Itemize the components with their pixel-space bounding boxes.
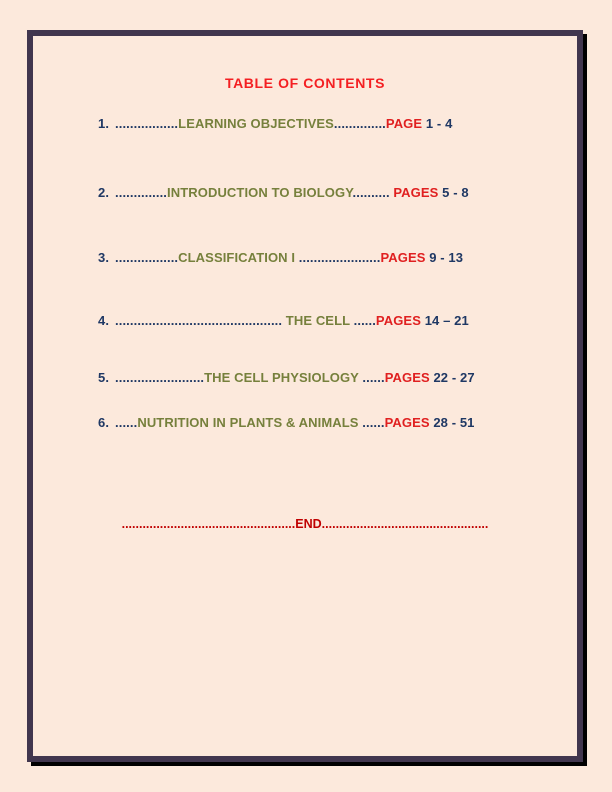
toc-entry: 1. .................LEARNING OBJECTIVES..… bbox=[98, 116, 577, 132]
entry-page-label: PAGES bbox=[384, 370, 430, 385]
end-leading-dots: ........................................… bbox=[121, 517, 296, 531]
entry-topic: THE CELL bbox=[282, 313, 354, 328]
entry-number: 5. bbox=[98, 370, 110, 385]
entry-page-range: 5 - 8 bbox=[438, 185, 469, 200]
entry-topic: CLASSIFICATION I bbox=[178, 250, 299, 265]
entry-leading-dots: ................. bbox=[115, 116, 179, 131]
entry-trailing-dots: ...... bbox=[362, 415, 385, 430]
end-marker: ........................................… bbox=[33, 516, 577, 532]
end-trailing-dots: ........................................… bbox=[321, 517, 489, 531]
entry-topic: LEARNING OBJECTIVES bbox=[178, 116, 334, 131]
page-title: TABLE OF CONTENTS bbox=[224, 75, 386, 91]
entry-trailing-dots: ...... bbox=[362, 370, 385, 385]
entry-page-label: PAGES bbox=[393, 185, 439, 200]
entry-number: 4. bbox=[98, 313, 110, 328]
entry-topic: NUTRITION IN PLANTS & ANIMALS bbox=[137, 415, 363, 430]
toc-entry: 4.......................................… bbox=[98, 313, 577, 329]
toc-entry: 5. ........................THE CELL PHYSI… bbox=[98, 370, 577, 386]
entry-page-range: 22 - 27 bbox=[429, 370, 475, 385]
entry-topic: THE CELL PHYSIOLOGY bbox=[204, 370, 363, 385]
entry-trailing-dots: .......... bbox=[352, 185, 394, 200]
entry-page-range: 14 – 21 bbox=[420, 313, 469, 328]
entry-trailing-dots: .............. bbox=[333, 116, 386, 131]
entry-page-label: PAGES bbox=[384, 415, 430, 430]
entry-leading-dots: ................. bbox=[115, 250, 179, 265]
entry-page-label: PAGES bbox=[380, 250, 426, 265]
entry-number: 2. bbox=[98, 185, 110, 200]
entry-number: 3. bbox=[98, 250, 110, 265]
entry-page-label: PAGES bbox=[375, 313, 421, 328]
entry-page-label: PAGE bbox=[385, 116, 423, 131]
entry-leading-dots: ........................ bbox=[115, 370, 205, 385]
entry-leading-dots: ........................................… bbox=[115, 313, 283, 328]
end-text: END bbox=[295, 517, 322, 531]
entry-leading-dots: ...... bbox=[115, 415, 138, 430]
entry-leading-dots: .............. bbox=[115, 185, 168, 200]
toc-entry: 3. .................CLASSIFICATION I ....… bbox=[98, 250, 577, 266]
entry-number: 6. bbox=[98, 415, 110, 430]
entry-trailing-dots: ...................... bbox=[298, 250, 381, 265]
toc-entry: 6. ......NUTRITION IN PLANTS & ANIMALS ..… bbox=[98, 415, 577, 431]
entry-trailing-dots: ...... bbox=[353, 313, 376, 328]
entry-topic: INTRODUCTION TO BIOLOGY bbox=[167, 185, 353, 200]
entry-page-range: 1 - 4 bbox=[422, 116, 453, 131]
entry-number: 1. bbox=[98, 116, 110, 131]
entry-page-range: 9 - 13 bbox=[425, 250, 464, 265]
page-frame: TABLE OF CONTENTS 1. .................LEA… bbox=[27, 30, 583, 762]
toc-entry: 2. ..............INTRODUCTION TO BIOLOGY.… bbox=[98, 185, 577, 201]
toc-list: 1. .................LEARNING OBJECTIVES..… bbox=[33, 116, 577, 431]
entry-page-range: 28 - 51 bbox=[429, 415, 475, 430]
